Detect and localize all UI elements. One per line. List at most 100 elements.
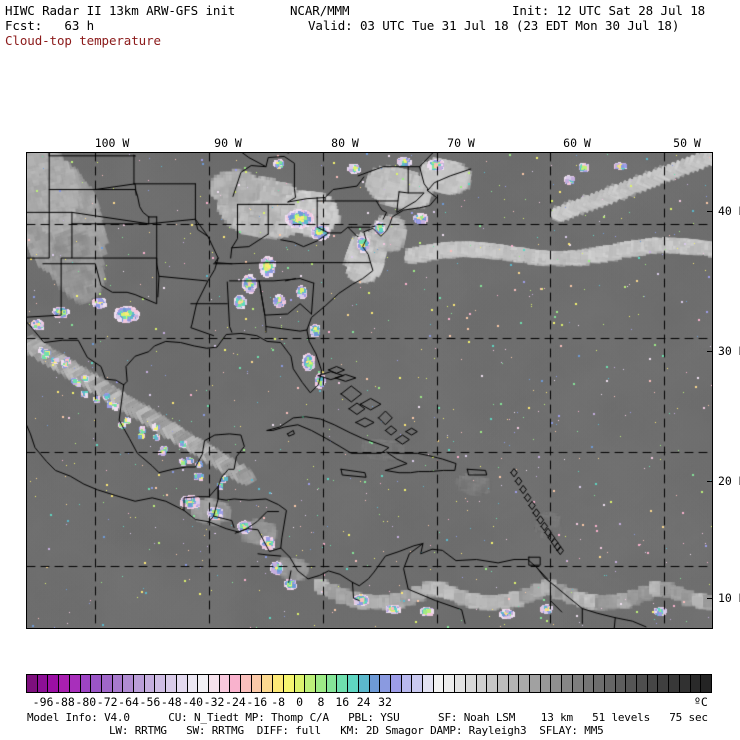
colorbar-cell: [305, 675, 316, 692]
colorbar-cell: [348, 675, 359, 692]
colorbar-cell: [241, 675, 252, 692]
colorbar-cell: [198, 675, 209, 692]
colorbar-tick-label: 0: [296, 695, 303, 709]
lon-tick-label: 100 W: [94, 136, 130, 150]
colorbar-cell: [283, 675, 295, 692]
cloud-top-temperature-field: [27, 153, 712, 628]
colorbar-cell: [37, 675, 49, 692]
model-info-line-1: Model Info: V4.0 CU: N_Tiedt MP: Thomp C…: [27, 711, 708, 724]
modeling-center: NCAR/MMM: [290, 3, 350, 18]
colorbar-cell: [626, 675, 638, 692]
colorbar-cell: [155, 675, 167, 692]
colorbar-tick-label: 8: [317, 695, 325, 709]
colorbar-cell: [583, 675, 595, 692]
colorbar-cell: [487, 675, 498, 692]
colorbar-cell: [166, 675, 177, 692]
colorbar-cell: [112, 675, 124, 692]
colorbar-tick-label: -56: [139, 695, 161, 709]
colorbar-cell: [369, 675, 381, 692]
colorbar-cell: [144, 675, 156, 692]
colorbar-cell: [455, 675, 466, 692]
lat-tick-mark: [707, 211, 713, 212]
colorbar-cell: [465, 675, 477, 692]
colorbar-swatches: [26, 674, 712, 693]
lon-tick-label: 90 W: [214, 136, 242, 150]
colorbar-cell: [572, 675, 584, 692]
colorbar-cell: [637, 675, 648, 692]
colorbar: [26, 674, 712, 693]
colorbar-cell: [230, 675, 242, 692]
colorbar-cell: [412, 675, 424, 692]
colorbar-cell: [497, 675, 509, 692]
field-name-label: Cloud-top temperature: [5, 33, 161, 48]
colorbar-cell: [358, 675, 370, 692]
colorbar-cell: [27, 675, 38, 692]
colorbar-tick-label: -8: [271, 695, 286, 709]
colorbar-tick-label: 16: [335, 695, 350, 709]
colorbar-cell: [690, 675, 702, 692]
colorbar-cell: [647, 675, 659, 692]
lon-tick-label: 70 W: [447, 136, 475, 150]
model-info-line-2: LW: RRTMG SW: RRTMG DIFF: full KM: 2D Sm…: [109, 724, 604, 737]
colorbar-cell: [701, 675, 711, 692]
colorbar-cell: [59, 675, 70, 692]
colorbar-cell: [80, 675, 92, 692]
colorbar-tick-label: 32: [378, 695, 392, 709]
colorbar-cell: [594, 675, 605, 692]
lat-tick-mark: [707, 598, 713, 599]
lon-tick-label: 60 W: [563, 136, 591, 150]
colorbar-cell: [315, 675, 327, 692]
colorbar-tick-label: -32: [203, 695, 225, 709]
colorbar-cell: [390, 675, 402, 692]
colorbar-cell: [91, 675, 102, 692]
colorbar-cell: [273, 675, 284, 692]
colorbar-tick-label: -24: [225, 695, 246, 709]
lat-tick-label: 40 N: [718, 204, 740, 218]
colorbar-cell: [669, 675, 680, 692]
colorbar-tick-label: -96: [32, 695, 54, 709]
colorbar-tick-label: -48: [160, 695, 182, 709]
colorbar-cell: [123, 675, 135, 692]
lat-tick-label: 30 N: [718, 344, 740, 358]
colorbar-cell: [337, 675, 349, 692]
colorbar-cell: [380, 675, 391, 692]
lat-tick-mark: [707, 351, 713, 352]
init-time-label: Init: 12 UTC Sat 28 Jul 18: [512, 3, 706, 18]
colorbar-cell: [101, 675, 113, 692]
colorbar-tick-label: -64: [118, 695, 139, 709]
colorbar-tick-label: -80: [75, 695, 97, 709]
colorbar-tick-label: -72: [96, 695, 118, 709]
colorbar-cell: [562, 675, 573, 692]
colorbar-unit-label: ºC: [694, 695, 708, 709]
header-block: HIWC Radar II 13km ARW-GFS init NCAR/MMM…: [0, 0, 740, 52]
colorbar-cell: [615, 675, 627, 692]
colorbar-cell: [433, 675, 445, 692]
colorbar-cell: [326, 675, 338, 692]
colorbar-cell: [551, 675, 563, 692]
colorbar-tick-label: -16: [246, 695, 268, 709]
colorbar-cell: [540, 675, 552, 692]
colorbar-cell: [208, 675, 220, 692]
map-panel[interactable]: [26, 152, 713, 629]
colorbar-cell: [69, 675, 81, 692]
lon-tick-label: 50 W: [673, 136, 701, 150]
colorbar-tick-label: -40: [182, 695, 204, 709]
colorbar-cell: [262, 675, 274, 692]
colorbar-tick-label: -88: [54, 695, 75, 709]
colorbar-cell: [604, 675, 616, 692]
lon-tick-label: 80 W: [331, 136, 359, 150]
forecast-hour-label: Fcst: 63 h: [5, 18, 95, 33]
colorbar-cell: [48, 675, 60, 692]
colorbar-cell: [658, 675, 670, 692]
lat-tick-mark: [707, 481, 713, 482]
valid-time-label: Valid: 03 UTC Tue 31 Jul 18 (23 EDT Mon …: [308, 18, 680, 33]
colorbar-cell: [679, 675, 691, 692]
model-title: HIWC Radar II 13km ARW-GFS init: [5, 3, 236, 18]
colorbar-cell: [176, 675, 188, 692]
colorbar-cell: [219, 675, 231, 692]
colorbar-cell: [530, 675, 541, 692]
colorbar-cell: [476, 675, 488, 692]
colorbar-cell: [519, 675, 531, 692]
lat-tick-label: 10 N: [718, 591, 740, 605]
colorbar-cell: [134, 675, 145, 692]
